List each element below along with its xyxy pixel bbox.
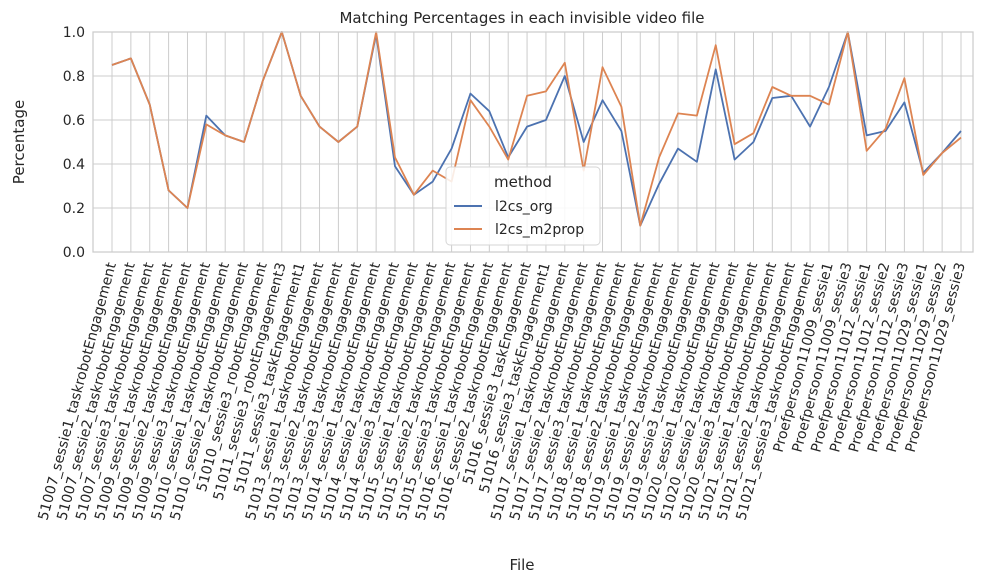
legend-label: l2cs_m2prop xyxy=(495,222,584,238)
series-line xyxy=(111,31,962,227)
y-tick-label: 0.0 xyxy=(63,245,85,261)
y-tick-label: 0.8 xyxy=(63,69,85,85)
plot-frame xyxy=(92,31,974,253)
x-axis-label: File xyxy=(509,556,534,574)
y-tick-label: 1.0 xyxy=(63,25,85,41)
lines xyxy=(111,31,962,227)
legend: method l2cs_org l2cs_m2prop xyxy=(445,166,601,246)
y-axis-label: Percentage xyxy=(10,100,28,184)
y-tick-label: 0.4 xyxy=(63,157,85,173)
legend-label: l2cs_org xyxy=(495,199,553,215)
y-tick-label: 0.6 xyxy=(63,113,85,129)
legend-box xyxy=(445,166,601,246)
chart-title: Matching Percentages in each invisible v… xyxy=(339,9,704,27)
y-tick-label: 0.2 xyxy=(63,201,85,217)
grid xyxy=(93,31,973,253)
legend-title: method xyxy=(494,173,552,191)
